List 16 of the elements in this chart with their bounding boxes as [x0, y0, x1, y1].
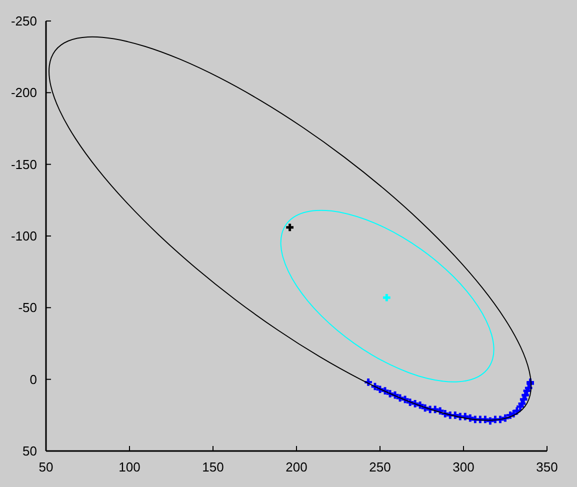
y-tick-label: -200: [10, 85, 37, 100]
y-tick-label: 50: [22, 444, 37, 459]
y-tick-label: 0: [30, 372, 37, 387]
x-tick-label: 200: [286, 460, 308, 475]
y-tick-label: -100: [10, 228, 37, 244]
y-tick-label: -150: [10, 156, 37, 172]
y-tick-label: -50: [18, 300, 37, 316]
x-tick-label: 250: [369, 460, 391, 475]
x-tick-label: 150: [202, 460, 224, 475]
point: [286, 224, 294, 232]
x-tick-label: 300: [452, 460, 474, 475]
point: [383, 294, 390, 302]
x-tick-label: 350: [536, 460, 558, 475]
x-tick-label: 100: [118, 460, 140, 475]
x-tick-label: 50: [38, 460, 54, 475]
y-tick-label: -250: [10, 14, 37, 29]
